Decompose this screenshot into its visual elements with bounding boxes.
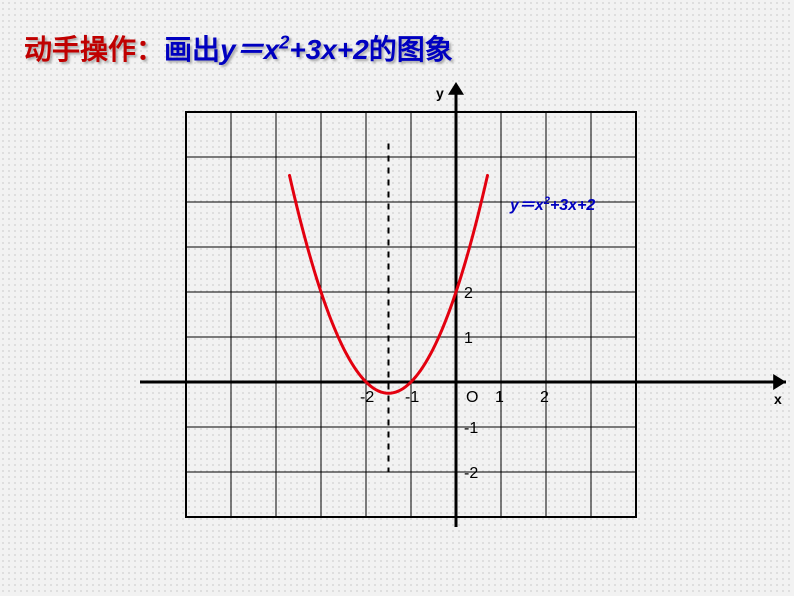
y-tick-label: 1 (464, 330, 473, 347)
function-label: y＝x2+3x+2 (509, 195, 595, 214)
y-tick-label: 2 (464, 285, 473, 302)
title-prefix: 动手操作： (24, 34, 164, 65)
y-tick-label: -1 (464, 420, 478, 437)
x-tick-label: -1 (405, 389, 419, 406)
x-axis-label: x (774, 391, 782, 407)
x-tick-label: -2 (360, 389, 374, 406)
graph-chart: x y O -2 -1 1 2 2 1 -1 -2 y＝x2+3x+2 (140, 80, 794, 580)
x-axis-arrow (773, 374, 786, 390)
title-action: 画出 (164, 34, 220, 65)
title-suffix: 的图象 (369, 34, 453, 65)
page-title: 动手操作：画出y＝x2+3x+2的图象 (24, 28, 453, 68)
origin-label: O (466, 389, 478, 406)
title-formula: y＝x2+3x+2 (220, 34, 369, 65)
x-tick-label: 1 (495, 389, 504, 406)
y-axis-label: y (436, 85, 444, 101)
x-tick-label: 2 (540, 389, 549, 406)
y-tick-label: -2 (464, 465, 478, 482)
y-axis-arrow (448, 82, 464, 95)
